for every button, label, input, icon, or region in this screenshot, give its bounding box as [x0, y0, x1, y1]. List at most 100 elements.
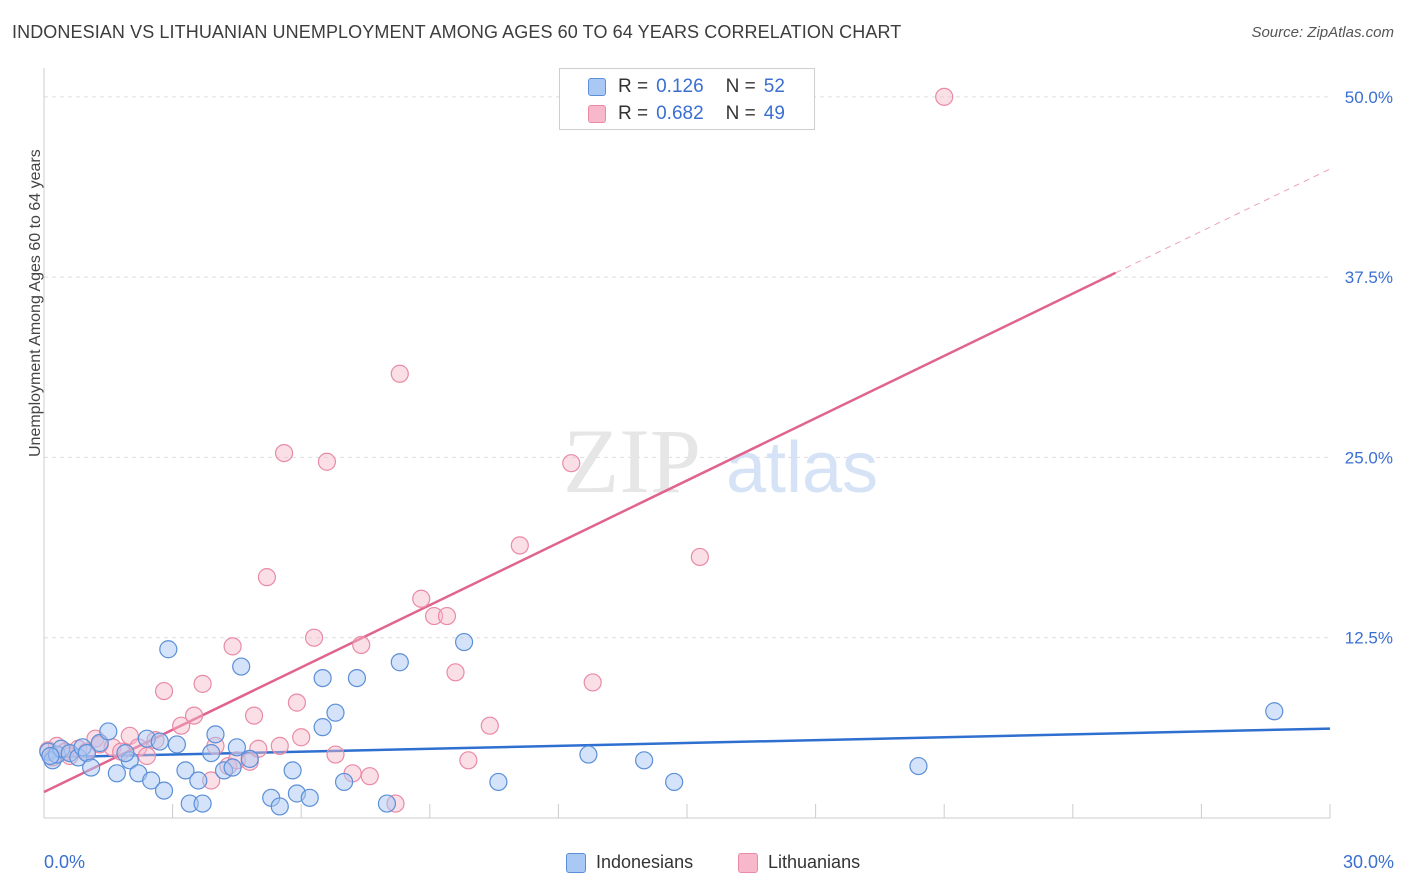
lithuanians-point — [193, 674, 212, 693]
indonesians-points — [39, 632, 1284, 816]
indonesians-point — [313, 668, 332, 688]
indonesians-point — [489, 772, 508, 792]
lithuanians-point — [287, 693, 307, 712]
y-tick-label: 12.5% — [1345, 629, 1393, 648]
gridlines — [44, 96, 1330, 639]
chart-title: INDONESIAN VS LITHUANIAN UNEMPLOYMENT AM… — [12, 22, 902, 42]
lithuanians-point — [583, 673, 602, 692]
y-tick-label: 25.0% — [1345, 448, 1393, 467]
legend-r-label: R = — [618, 103, 649, 124]
indonesians-point — [665, 772, 684, 792]
indonesians-point — [193, 794, 212, 813]
legend-item-lithuanians[interactable]: Lithuanians — [738, 852, 860, 873]
lithuanians-trend-extension — [1115, 168, 1331, 274]
lithuanians-point — [352, 635, 371, 655]
indonesians-point — [390, 653, 409, 672]
lithuanians-point — [244, 706, 264, 725]
lithuanians-point — [292, 728, 311, 747]
lithuanians-point — [304, 628, 324, 647]
legend-row-lithuanians: R = 0.682 N = 49 — [588, 102, 785, 126]
indonesians-point — [189, 771, 208, 790]
lithuanians-point — [424, 606, 444, 626]
correlation-legend: R = 0.126 N = 52 R = 0.682 N = 49 — [559, 68, 815, 130]
lithuanians-point — [510, 536, 529, 555]
indonesians-point — [202, 743, 221, 763]
legend-n-value: 49 — [763, 103, 785, 124]
legend-r-value: 0.126 — [656, 76, 704, 97]
indonesians-point — [176, 761, 195, 780]
lithuanians-point — [326, 745, 345, 764]
watermark-atlas: atlas — [726, 428, 878, 508]
indonesians-point — [150, 732, 169, 751]
indonesians-point — [313, 718, 332, 737]
indonesians-point — [232, 657, 251, 676]
y-tick-label: 37.5% — [1345, 268, 1393, 287]
indonesians-point — [300, 788, 319, 807]
indonesians-point — [270, 797, 289, 816]
indonesians-point — [142, 771, 161, 790]
lithuanians-point — [257, 568, 277, 587]
indonesians-point — [454, 632, 474, 652]
indonesians-point — [41, 746, 60, 766]
lithuanians-point — [223, 637, 242, 656]
lithuanians-point — [412, 589, 431, 608]
indonesians-point — [227, 738, 246, 757]
lithuanians-point — [480, 716, 499, 735]
indonesians-point — [579, 745, 598, 764]
lithuanians-point — [690, 547, 709, 567]
legend-swatch-pink — [588, 105, 606, 123]
indonesians-point — [206, 725, 225, 744]
x-tick-max: 30.0% — [1342, 852, 1394, 872]
lithuanians-point — [446, 663, 465, 682]
legend-swatch-blue — [588, 78, 606, 96]
legend-n-value: 52 — [763, 76, 785, 97]
legend-r-label: R = — [618, 76, 649, 97]
legend-label-lithuanians: Lithuanians — [768, 852, 861, 872]
indonesians-point — [154, 781, 174, 800]
lithuanians-point — [154, 681, 174, 701]
lithuanians-trend-line — [43, 271, 1117, 794]
watermark: ZIP atlas — [563, 410, 878, 512]
legend-item-indonesians[interactable]: Indonesians — [566, 852, 693, 873]
y-axis-label: Unemployment Among Ages 60 to 64 years — [27, 149, 44, 457]
series-legend: Indonesians Lithuanians — [0, 852, 1406, 876]
indonesians-point — [334, 772, 354, 792]
indonesians-point — [159, 640, 178, 659]
lithuanians-point — [935, 87, 954, 106]
watermark-zip: ZIP — [563, 410, 701, 512]
x-tick-min: 0.0% — [44, 852, 86, 872]
legend-row-indonesians: R = 0.126 N = 52 — [588, 75, 785, 99]
legend-label-indonesians: Indonesians — [596, 852, 694, 872]
indonesians-point — [635, 751, 654, 770]
y-tick-labels: 12.5% 25.0% 37.5% 50.0% — [1345, 88, 1393, 648]
lithuanians-point — [184, 706, 204, 725]
lithuanians-point — [137, 746, 156, 766]
indonesians-point — [283, 761, 302, 780]
lithuanians-point — [390, 364, 409, 383]
indonesians-point — [82, 758, 101, 777]
lithuanians-point — [459, 751, 478, 770]
indonesians-point — [326, 703, 345, 722]
indonesians-point — [347, 668, 367, 688]
indonesians-trend-line — [43, 727, 1331, 759]
axes — [43, 68, 1331, 819]
lithuanians-point — [317, 452, 337, 471]
legend-swatch-indonesians — [566, 852, 586, 873]
lithuanians-point — [270, 736, 289, 755]
legend-r-value: 0.682 — [656, 103, 704, 124]
legend-n-label: N = — [725, 76, 756, 97]
indonesians-point — [223, 758, 242, 777]
lithuanians-point — [562, 454, 581, 473]
lithuanians-point — [172, 716, 191, 735]
indonesians-point — [240, 749, 259, 768]
trend-lines — [43, 168, 1331, 794]
lithuanians-point — [360, 767, 379, 786]
lithuanians-point — [437, 606, 457, 626]
indonesians-point — [377, 794, 397, 813]
lithuanians-point — [274, 443, 294, 463]
legend-swatch-lithuanians — [738, 852, 758, 873]
indonesians-point — [167, 735, 186, 754]
indonesians-point — [1265, 702, 1284, 721]
indonesians-point — [909, 756, 928, 776]
